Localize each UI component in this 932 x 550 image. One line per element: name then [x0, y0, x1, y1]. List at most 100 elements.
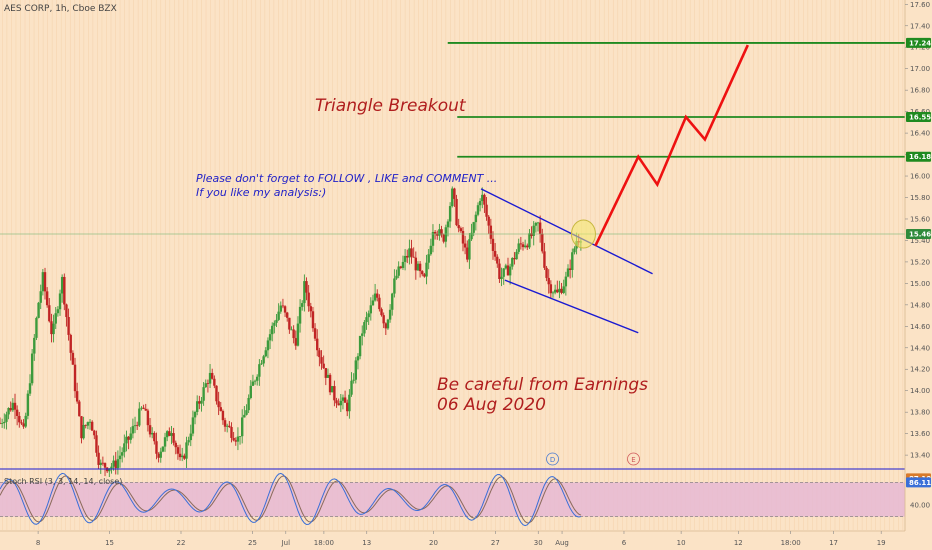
candle-body	[571, 252, 574, 270]
candle-body	[331, 386, 334, 393]
last-price-badge	[906, 229, 931, 239]
candle-body	[33, 337, 36, 354]
candle-body	[568, 268, 572, 270]
candle-body	[403, 255, 407, 262]
candle-body	[412, 256, 415, 258]
candle-body	[127, 436, 130, 440]
candle-body	[463, 243, 467, 248]
candle-body	[208, 372, 212, 384]
candle-body	[63, 276, 66, 305]
candle-body	[129, 433, 132, 440]
candle-body	[513, 258, 516, 260]
candle-body	[380, 309, 383, 316]
candle-body	[425, 262, 428, 277]
candle-body	[354, 360, 358, 380]
candle-body	[101, 462, 105, 464]
candle-body	[65, 304, 68, 318]
candle-body	[230, 427, 233, 438]
candle-body	[88, 421, 92, 423]
candle-body	[416, 263, 420, 271]
candle-body	[238, 436, 242, 437]
candle-body	[135, 425, 139, 427]
candle-body	[0, 422, 2, 424]
candle-body	[560, 288, 563, 293]
candle-body	[468, 239, 471, 260]
time-tick-label: 8	[36, 539, 40, 547]
candle-body	[112, 460, 115, 467]
candle-body	[530, 233, 533, 236]
candle-body	[478, 201, 482, 206]
candle-body	[80, 416, 83, 439]
candle-body	[30, 353, 34, 384]
candle-body	[69, 334, 72, 353]
stoch-k-line	[0, 472, 581, 527]
candle-body	[241, 417, 244, 437]
candle-body	[148, 425, 152, 435]
candle-body	[410, 248, 413, 257]
candle-body	[144, 408, 147, 411]
candle-body	[281, 305, 285, 307]
candle-body	[541, 233, 544, 252]
candle-body	[440, 229, 443, 235]
candle-body	[37, 302, 40, 318]
candle-body	[350, 380, 353, 395]
candle-body	[138, 408, 141, 426]
candle-body	[388, 309, 392, 320]
candle-body	[288, 317, 291, 330]
candle-body	[320, 357, 323, 364]
candle-body	[551, 292, 555, 294]
candle-body	[78, 401, 81, 417]
candle-body	[35, 317, 38, 338]
candle-body	[376, 293, 379, 298]
candle-body	[50, 321, 53, 335]
candle-body	[28, 383, 32, 394]
event-marker-circle	[627, 452, 640, 466]
candle-body	[324, 368, 327, 378]
candle-body	[418, 263, 422, 272]
price-tick-label: 17.00	[910, 65, 930, 73]
time-tick-label: Jul	[281, 539, 291, 547]
candle-body	[251, 381, 255, 386]
stoch-d-badge-label: 86.11	[909, 479, 931, 487]
candle-body	[131, 426, 135, 434]
candle-body	[268, 334, 272, 341]
candle-body	[384, 323, 388, 329]
candle-body	[110, 466, 113, 469]
event-marker-circle	[546, 452, 559, 466]
candle-body	[378, 297, 381, 310]
time-axis[interactable]: 8 15 22 25 Jul 18:00 13 20 27 30 Aug 6 10 12 18:00 17 19	[0, 530, 932, 550]
candle-body	[221, 410, 225, 421]
candle-body	[0, 422, 4, 424]
candle-body	[18, 415, 21, 423]
candle-body	[178, 453, 182, 458]
candle-body	[232, 437, 235, 441]
candle-body	[472, 222, 475, 233]
candle-body	[455, 198, 458, 226]
candle-body	[508, 266, 512, 276]
candle-body	[168, 431, 171, 436]
stoch-d-line	[0, 475, 582, 524]
candle-body	[202, 387, 205, 401]
candle-body	[339, 400, 343, 406]
candle-body	[84, 424, 87, 426]
time-tick-label: 13	[362, 539, 371, 547]
candle-body	[170, 433, 173, 436]
candle-body	[200, 400, 203, 404]
candle-body	[386, 319, 390, 329]
candle-body	[457, 225, 460, 229]
candle-body	[249, 385, 252, 398]
candle-body	[172, 433, 175, 443]
candle-body	[543, 251, 546, 268]
candle-body	[20, 422, 23, 424]
candle-body	[159, 451, 162, 458]
price-axis[interactable]: 13.40 13.60 13.80 14.00 14.20 14.40 14.60 14.80…	[904, 0, 932, 550]
candle-body	[99, 462, 102, 465]
candle-body	[45, 291, 49, 306]
candle-body	[210, 372, 214, 379]
candle-body	[526, 245, 529, 248]
oscillator-title: Stoch RSI (3, 3, 14, 14, close)	[4, 477, 122, 486]
candle-body	[48, 305, 51, 322]
candle-body	[556, 289, 559, 293]
